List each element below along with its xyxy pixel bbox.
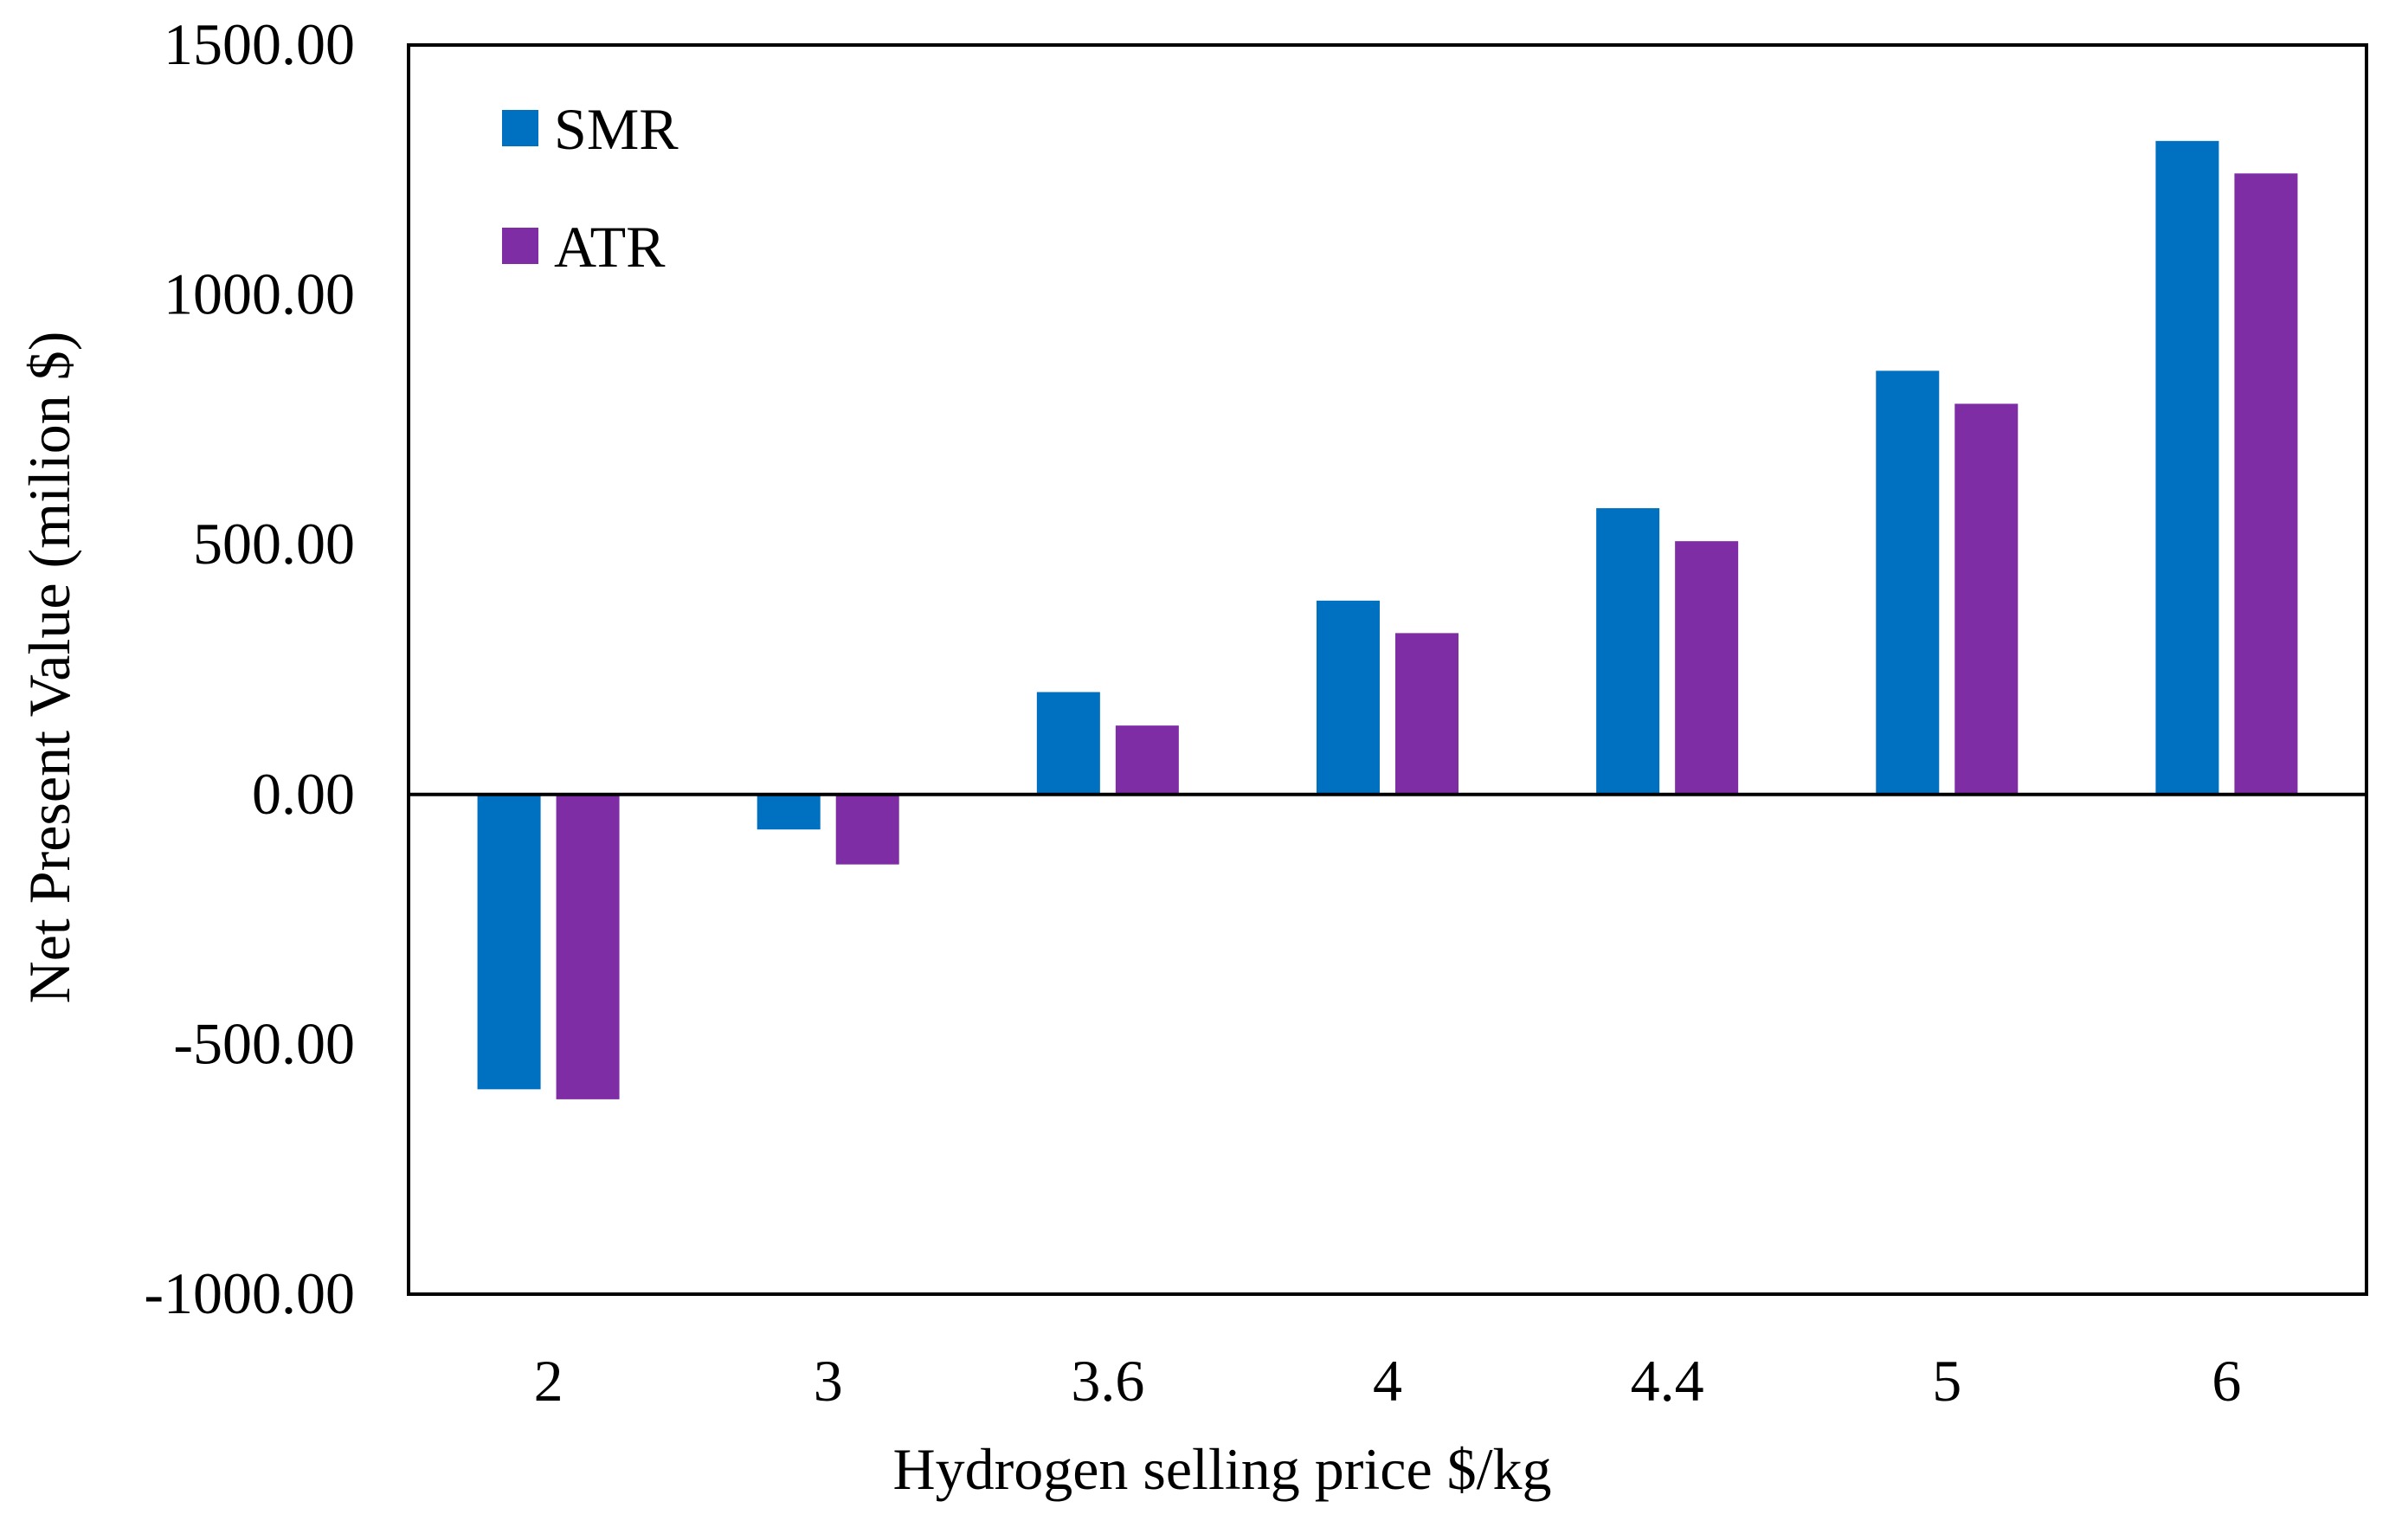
bar-atr-3.6 [1115, 725, 1179, 795]
legend-swatch-smr [502, 110, 538, 146]
x-tick-label: 5 [1932, 1348, 1961, 1414]
bar-smr-4 [1317, 600, 1380, 795]
bar-smr-6 [2155, 140, 2219, 795]
x-axis-label: Hydrogen selling price $/kg [892, 1436, 1551, 1502]
y-tick-label: -1000.00 [144, 1260, 355, 1326]
x-axis-ticks: 2 3 3.6 4 4.4 5 6 [534, 1348, 2242, 1414]
bars-layer [477, 140, 2298, 1099]
bar-atr-4 [1395, 633, 1459, 795]
y-tick-label: 1000.00 [164, 261, 355, 327]
y-axis-ticks: -1000.00 -500.00 0.00 500.00 1000.00 1500.00 [144, 11, 355, 1326]
legend-label-atr: ATR [554, 214, 666, 280]
x-tick-label: 4.4 [1631, 1348, 1704, 1414]
bar-smr-2 [477, 794, 541, 1090]
y-tick-label: 500.00 [193, 511, 355, 577]
y-tick-label: 1500.00 [164, 11, 355, 77]
bar-atr-3 [835, 794, 899, 865]
legend-swatch-atr [502, 228, 538, 264]
y-axis-label: Net Present Value (milion $) [16, 332, 82, 1004]
y-tick-label: 0.00 [252, 761, 355, 827]
bar-smr-3 [757, 794, 821, 830]
x-tick-label: 3 [814, 1348, 843, 1414]
bar-smr-5 [1876, 371, 1940, 795]
bar-atr-2 [556, 794, 620, 1099]
x-tick-label: 3.6 [1071, 1348, 1144, 1414]
bar-smr-4.4 [1596, 508, 1660, 795]
x-tick-label: 2 [534, 1348, 563, 1414]
bar-smr-3.6 [1036, 692, 1100, 795]
bar-atr-6 [2234, 173, 2298, 795]
bar-atr-4.4 [1675, 541, 1739, 795]
plot-frame [407, 43, 2368, 1296]
y-tick-label: -500.00 [173, 1010, 355, 1076]
x-tick-label: 4 [1373, 1348, 1402, 1414]
bar-atr-5 [1954, 403, 2019, 795]
legend-label-smr: SMR [554, 96, 679, 162]
x-tick-label: 6 [2212, 1348, 2241, 1414]
legend: SMR ATR [502, 96, 679, 280]
